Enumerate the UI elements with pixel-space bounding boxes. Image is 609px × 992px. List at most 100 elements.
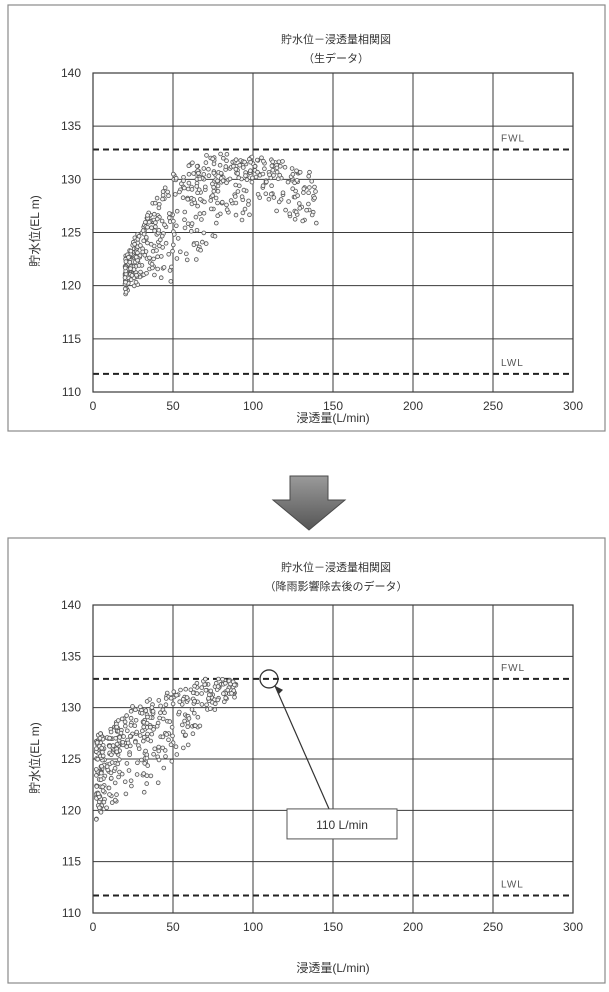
- data-point: [123, 279, 128, 285]
- x-tick-label: 150: [323, 399, 343, 413]
- data-point: [157, 715, 162, 721]
- data-point: [162, 222, 167, 228]
- data-point: [248, 168, 253, 174]
- data-point: [261, 158, 266, 164]
- data-point: [141, 724, 147, 730]
- data-point: [97, 805, 102, 810]
- data-point: [194, 184, 200, 189]
- data-point: [137, 733, 143, 738]
- data-point: [161, 265, 167, 270]
- data-point: [168, 695, 174, 701]
- data-point: [270, 159, 276, 165]
- data-point: [143, 708, 149, 713]
- data-point: [94, 740, 100, 745]
- data-point: [309, 179, 315, 184]
- data-point: [195, 714, 201, 720]
- data-point: [158, 237, 163, 243]
- data-point: [224, 207, 230, 213]
- data-point: [264, 179, 269, 185]
- data-point: [280, 159, 285, 164]
- data-point: [307, 169, 312, 175]
- data-point: [153, 224, 158, 230]
- data-point: [160, 189, 166, 194]
- data-point: [293, 188, 298, 194]
- data-point: [167, 215, 172, 221]
- data-point: [147, 255, 152, 261]
- data-point: [109, 760, 115, 765]
- data-point: [210, 193, 215, 198]
- data-point: [109, 752, 114, 758]
- reference-label-lwl: LWL: [501, 880, 524, 891]
- data-point: [191, 197, 197, 202]
- data-point: [140, 228, 146, 233]
- data-point: [145, 763, 151, 768]
- data-point: [110, 743, 116, 748]
- data-point: [201, 210, 207, 216]
- data-point: [149, 225, 154, 231]
- x-tick-label: 50: [166, 920, 180, 934]
- data-point: [159, 233, 165, 239]
- data-point: [154, 195, 160, 201]
- data-point: [199, 685, 205, 690]
- data-point: [144, 699, 150, 704]
- data-point: [224, 158, 229, 164]
- data-point: [162, 185, 168, 191]
- data-point: [185, 186, 191, 192]
- data-point: [134, 772, 140, 777]
- data-point: [141, 738, 146, 744]
- data-point: [94, 767, 99, 772]
- data-point: [165, 189, 170, 195]
- data-point: [159, 254, 164, 259]
- data-point: [152, 228, 157, 234]
- data-point: [186, 716, 192, 721]
- data-point: [156, 205, 162, 211]
- data-point: [174, 752, 180, 757]
- data-point: [148, 724, 153, 730]
- x-tick-label: 0: [90, 399, 97, 413]
- chart-subtitle: （生データ）: [303, 51, 369, 65]
- data-point: [255, 169, 260, 175]
- data-point: [140, 728, 145, 734]
- data-point: [163, 754, 168, 759]
- data-point: [114, 724, 119, 730]
- data-point: [300, 218, 306, 224]
- data-point: [157, 243, 162, 249]
- data-point: [182, 225, 188, 231]
- x-tick-label: 300: [563, 920, 583, 934]
- data-point: [252, 164, 258, 169]
- data-point: [106, 785, 112, 791]
- x-tick-label: 0: [90, 920, 97, 934]
- data-point: [146, 220, 152, 225]
- data-point: [206, 166, 211, 172]
- data-point: [126, 768, 132, 773]
- y-tick-label: 135: [61, 119, 81, 133]
- data-point: [136, 233, 142, 239]
- data-point: [192, 683, 197, 689]
- data-point: [163, 702, 169, 707]
- data-point: [269, 183, 274, 189]
- data-point: [177, 709, 182, 715]
- reference-label-fwl: FWL: [501, 134, 525, 145]
- data-point: [133, 279, 139, 285]
- data-point: [180, 195, 186, 201]
- data-point: [259, 155, 264, 161]
- data-point: [247, 212, 252, 218]
- data-point: [156, 698, 162, 703]
- data-point: [218, 171, 224, 176]
- bottom-chart-frame: [7, 537, 606, 984]
- data-point: [107, 735, 112, 741]
- data-point: [156, 744, 162, 750]
- down-arrow-icon: [271, 475, 347, 531]
- data-point: [152, 272, 157, 278]
- data-point: [237, 183, 242, 189]
- data-point: [274, 169, 280, 175]
- top-chart-frame: [7, 4, 606, 432]
- y-tick-label: 115: [62, 332, 81, 346]
- data-point: [114, 741, 120, 747]
- data-point: [174, 256, 180, 261]
- data-point: [160, 745, 166, 751]
- data-point: [294, 168, 299, 174]
- data-point: [188, 687, 194, 693]
- data-point: [170, 733, 175, 739]
